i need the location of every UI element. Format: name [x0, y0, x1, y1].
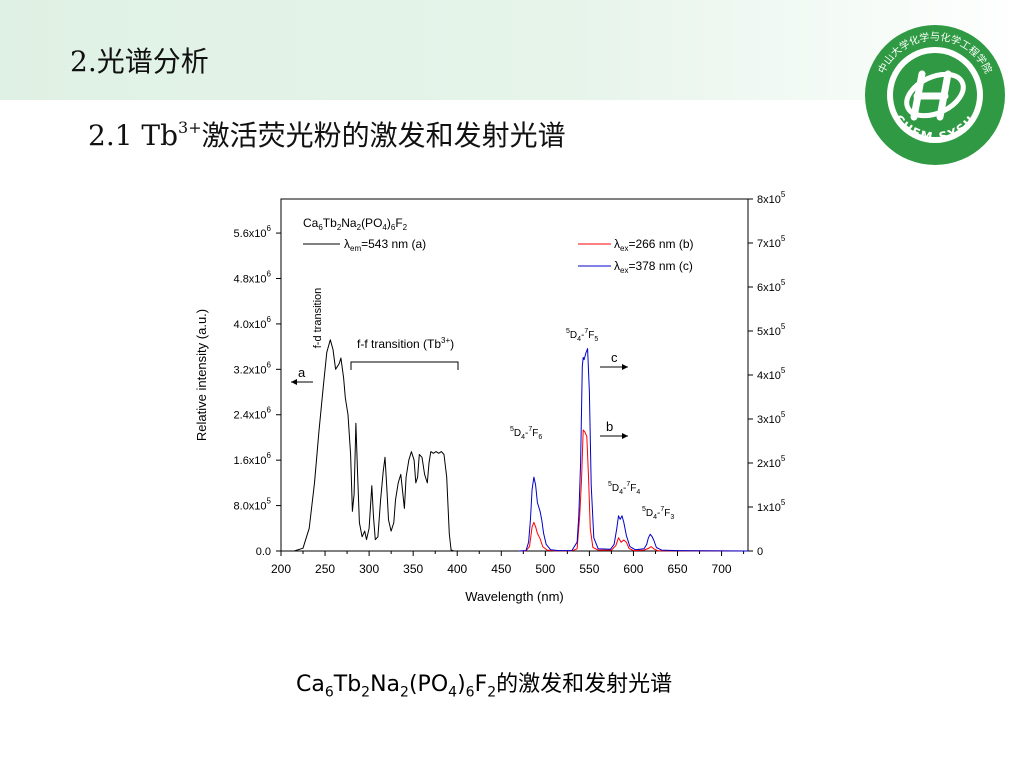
x-tick-label: 500: [535, 562, 555, 576]
legend-label-b: λex=266 nm (b): [614, 237, 694, 253]
series-line-b: [518, 429, 749, 552]
legend-label-c: λex=378 nm (c): [614, 259, 693, 275]
left-tick-label: 1.6x106: [234, 451, 272, 467]
compound-label: Ca6Tb2Na2(PO4)6F2: [303, 216, 408, 232]
peak-label-d4f3: 5D4-7F3: [642, 506, 674, 521]
left-tick-label: 3.2x106: [234, 360, 272, 376]
chart-labels: 200 250 300 350 400 450 500 550 600 650 700 0.0 8.0x…: [194, 190, 786, 604]
right-tick-label: 7x105: [757, 234, 786, 250]
subtitle-suffix: 激活荧光粉的激发和发射光谱: [201, 119, 566, 152]
arrow-c-head-icon: [622, 364, 628, 370]
series-line-c: [518, 348, 749, 552]
x-axis-label: Wavelength (nm): [465, 589, 564, 604]
x-tick-label: 650: [667, 562, 687, 576]
right-tick-label: 0: [757, 546, 763, 558]
fd-transition-label: f-d transition: [312, 288, 324, 349]
left-tick-label: 0.0: [256, 546, 271, 558]
x-tick-label: 450: [491, 562, 511, 576]
x-tick-label: 250: [315, 562, 335, 576]
subtitle-prefix: 2.1 Tb: [88, 119, 179, 152]
right-tick-label: 3x105: [757, 410, 786, 426]
x-tick-label: 300: [359, 562, 379, 576]
legend-label-a: λem=543 nm (a): [344, 237, 426, 253]
right-tick-label: 4x105: [757, 366, 786, 382]
x-tick-label: 200: [271, 562, 291, 576]
chart-series: [281, 243, 749, 552]
figure-caption: Ca6Tb2Na2(PO4)6F2的激发和发射光谱: [296, 672, 673, 701]
chart-axes: [276, 198, 753, 556]
arrow-c-label: c: [611, 350, 618, 365]
arrow-b-head-icon: [622, 433, 628, 439]
left-tick-label: 4.0x106: [234, 315, 272, 331]
ff-transition-bracket: [350, 361, 459, 370]
peak-label-d4f5: 5D4-7F5: [566, 328, 598, 343]
x-tick-label: 350: [403, 562, 423, 576]
peak-label-d4f6: 5D4-7F6: [510, 426, 542, 441]
arrow-a-label: a: [298, 365, 306, 380]
x-tick-label: 550: [579, 562, 599, 576]
x-tick-label: 400: [447, 562, 467, 576]
left-tick-label: 4.8x106: [234, 269, 272, 285]
left-tick-label: 5.6x106: [234, 224, 272, 240]
right-tick-label: 1x105: [757, 498, 786, 514]
right-tick-label: 5x105: [757, 322, 786, 338]
right-tick-label: 8x105: [757, 190, 786, 206]
slide-title: 2.光谱分析: [70, 45, 209, 78]
sysu-chem-logo-icon: 中山大学化学与化学工程学院 CHEM SYSU: [865, 25, 1005, 165]
x-tick-label: 700: [712, 562, 732, 576]
series-line-a: [281, 339, 748, 552]
left-tick-label: 2.4x106: [234, 406, 272, 422]
left-tick-label: 8.0x105: [234, 497, 272, 513]
slide-subtitle: 2.1 Tb3+激活荧光粉的激发和发射光谱: [88, 114, 566, 154]
right-tick-label: 2x105: [757, 454, 786, 470]
arrow-b-label: b: [606, 419, 613, 434]
right-tick-label: 6x105: [757, 278, 786, 294]
arrow-a-head-icon: [291, 379, 297, 385]
subtitle-superscript: 3+: [178, 118, 202, 137]
peak-label-d4f4: 5D4-7F4: [608, 481, 640, 496]
x-tick-label: 600: [623, 562, 643, 576]
y-axis-label: Relative intensity (a.u.): [194, 309, 209, 441]
header-band: [0, 0, 1024, 100]
ff-transition-label: f-f transition (Tb3+): [357, 336, 454, 351]
